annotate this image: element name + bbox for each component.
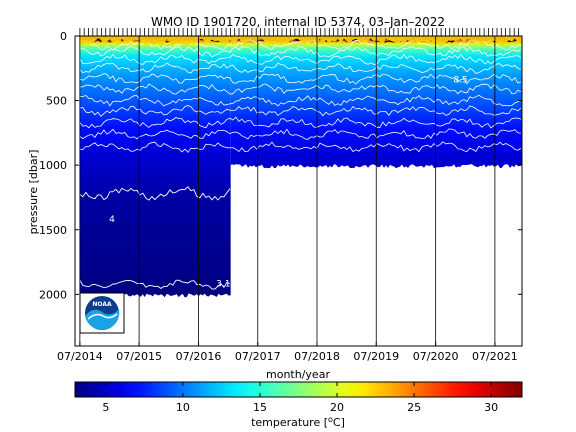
x-tick-label: 07/2021	[472, 350, 518, 363]
chart-title: WMO ID 1901720, internal ID 5374, 03–Jan…	[151, 15, 445, 29]
profile-ticks	[79, 28, 519, 36]
y-axis-label: pressure [dbar]	[27, 150, 40, 235]
noaa-logo-wave	[85, 309, 120, 330]
contour-label: 3.1	[216, 280, 230, 290]
isotherm-line	[79, 105, 522, 117]
x-tick-label: 07/2016	[176, 350, 222, 363]
noaa-logo: NOAA	[79, 292, 125, 334]
x-tick-label: 07/2020	[413, 350, 459, 363]
colorbar-tick-label: 20	[330, 401, 344, 414]
colorbar-gradient	[74, 381, 523, 398]
contour-label: 8.5	[453, 76, 467, 86]
isotherm-line	[79, 141, 522, 153]
noaa-logo-wave-line	[87, 313, 118, 320]
plot-area: 8.5 4 3.1 NOAA	[74, 28, 523, 347]
x-tick-label: 07/2015	[116, 350, 162, 363]
isotherm-contours	[79, 36, 522, 290]
isotherm-line	[79, 116, 522, 129]
colorbar-ticks: 5 10 15 20 25 30	[102, 382, 498, 414]
contour-label: 4	[109, 215, 115, 225]
colorbar: 5 10 15 20 25 30 temperature [oC]	[74, 381, 523, 429]
year-gridlines	[79, 36, 496, 346]
plot-frame	[74, 35, 523, 347]
x-tick-label: 07/2018	[294, 350, 340, 363]
x-axis: 07/2014 07/2015 07/2016 07/2017 07/2018 07/20…	[57, 342, 518, 363]
isotherm-line	[79, 45, 522, 58]
y-tick-label: 500	[46, 95, 67, 108]
x-axis-label: month/year	[266, 368, 330, 381]
isotherm-line	[79, 83, 522, 95]
y-tick-label: 0	[60, 30, 67, 43]
isotherm-line	[79, 39, 521, 51]
y-tick-label: 1000	[39, 159, 67, 172]
isotherm-line	[79, 279, 231, 290]
isotherm-line	[79, 62, 522, 74]
colorbar-tick-label: 25	[407, 401, 421, 414]
isotherm-line	[79, 94, 522, 107]
y-tick-label: 1500	[39, 224, 67, 237]
noaa-logo-text: NOAA	[92, 301, 112, 308]
x-tick-label: 07/2017	[235, 350, 281, 363]
isotherm-line	[79, 53, 522, 65]
colorbar-tick-label: 10	[176, 401, 190, 414]
contour-labels: 8.5 4 3.1	[109, 76, 468, 290]
isotherm-line	[79, 73, 522, 85]
y-axis: 0 500 1000 1500 2000	[39, 30, 522, 301]
colorbar-tick-label: 30	[484, 401, 498, 414]
colorbar-tick-label: 15	[253, 401, 267, 414]
isotherm-line	[79, 186, 231, 201]
colorbar-tick-label: 5	[102, 401, 109, 414]
x-tick-label: 07/2014	[57, 350, 103, 363]
colorbar-label: temperature [oC]	[251, 415, 345, 429]
surface-warm-band	[79, 36, 522, 46]
isotherm-line	[79, 128, 521, 140]
x-tick-label: 07/2019	[353, 350, 399, 363]
y-tick-label: 2000	[39, 288, 67, 301]
